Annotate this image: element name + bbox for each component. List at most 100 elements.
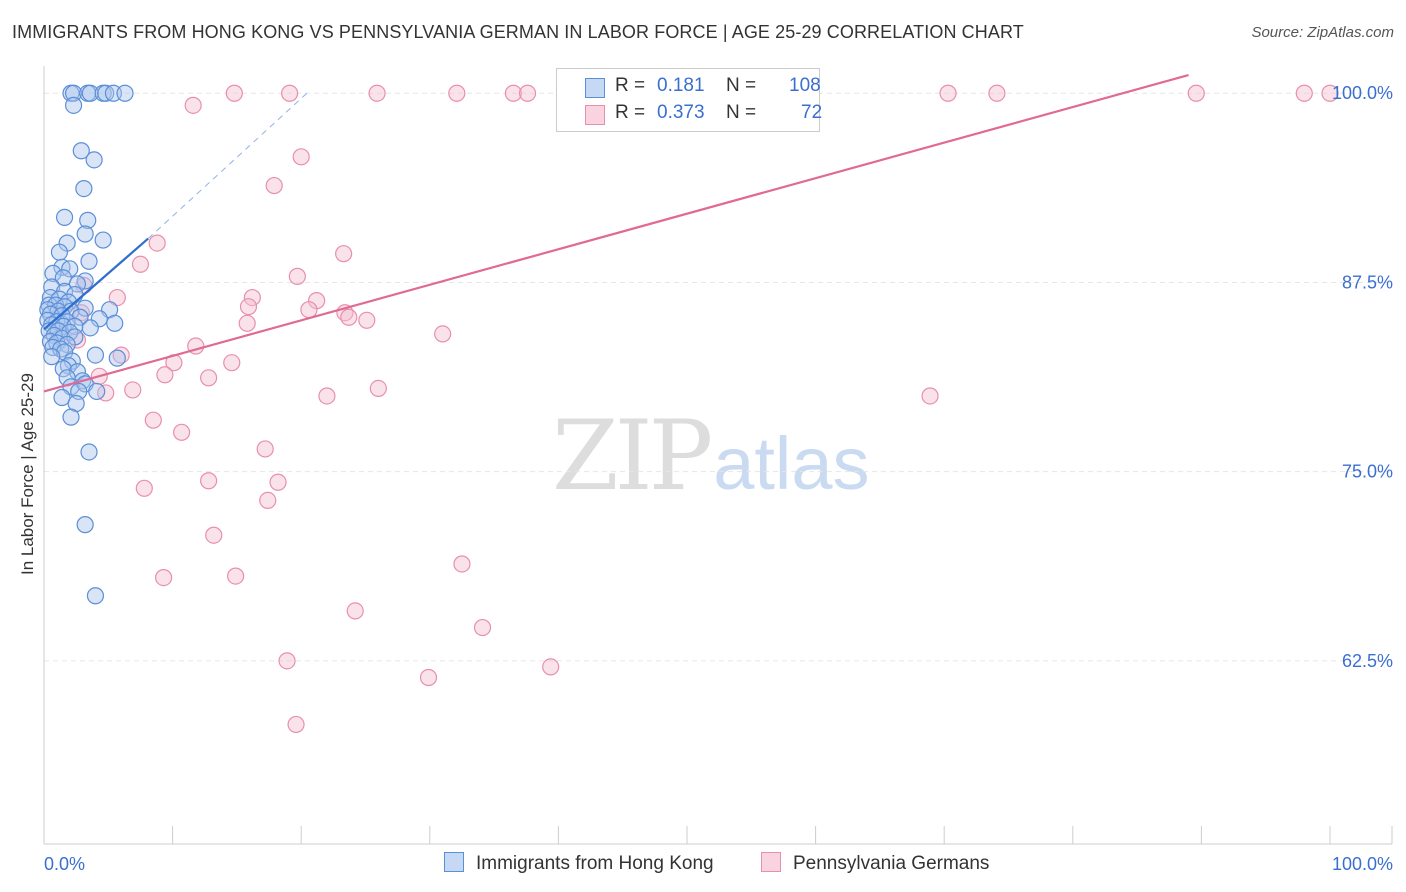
data-point xyxy=(64,84,83,102)
data-point xyxy=(72,142,90,160)
data-point xyxy=(453,555,471,573)
data-point xyxy=(173,423,191,441)
data-point xyxy=(55,208,74,226)
data-point xyxy=(81,319,99,337)
data-point xyxy=(239,298,258,316)
data-point xyxy=(281,84,299,102)
x-tick-label: 100.0% xyxy=(1332,854,1393,874)
data-point xyxy=(200,472,218,490)
legend-label: Immigrants from Hong Kong xyxy=(476,853,714,874)
stats-legend: R = 0.181 N = 108 R = 0.373 N = 72 xyxy=(556,68,823,132)
data-point xyxy=(278,652,296,670)
data-point xyxy=(50,243,69,261)
data-point xyxy=(116,84,134,102)
watermark: ZIPatlas xyxy=(552,400,870,512)
trendline xyxy=(43,237,149,331)
data-point xyxy=(369,379,387,398)
source-credit: Source: ZipAtlas.com xyxy=(1251,24,1394,41)
data-point xyxy=(256,440,274,458)
series-immigrants-hong-kong xyxy=(39,84,134,605)
legend-r-value: 0.373 xyxy=(657,102,705,123)
data-point xyxy=(86,346,105,364)
data-point xyxy=(259,491,277,510)
data-point xyxy=(346,602,364,620)
data-point xyxy=(154,569,173,587)
watermark-atlas: atlas xyxy=(713,422,870,505)
data-point xyxy=(318,387,336,405)
data-point xyxy=(335,245,353,263)
data-point xyxy=(62,408,80,426)
tick-labels: 100.0% 87.5% 75.0% 62.5% 0.0% 100.0% xyxy=(44,83,1393,874)
data-point xyxy=(358,311,376,329)
axes xyxy=(43,66,1393,845)
legend-n-label: N = xyxy=(726,75,757,96)
legend-r-label: R = xyxy=(615,102,646,123)
legend-n-value: 108 xyxy=(789,75,821,96)
data-point xyxy=(448,84,466,102)
data-point xyxy=(88,382,106,401)
data-point xyxy=(64,96,83,114)
data-point xyxy=(1295,84,1313,102)
data-point xyxy=(200,369,218,387)
data-point xyxy=(473,618,492,637)
data-point xyxy=(265,176,283,195)
data-point xyxy=(148,234,166,252)
data-point xyxy=(43,348,61,366)
data-point xyxy=(238,314,256,332)
data-point xyxy=(108,288,126,307)
data-point xyxy=(368,84,386,102)
data-point xyxy=(106,314,124,332)
data-point xyxy=(225,84,243,102)
data-point xyxy=(205,526,223,544)
legend-swatch-blue xyxy=(444,852,464,872)
data-point xyxy=(54,269,72,287)
legend-swatch-pink xyxy=(761,852,781,872)
data-point xyxy=(54,360,72,378)
data-point xyxy=(135,479,153,497)
data-point xyxy=(921,387,939,405)
data-point xyxy=(144,411,162,429)
y-tick-label: 100.0% xyxy=(1332,83,1393,103)
data-point xyxy=(340,308,358,326)
legend-item-pa-german: Pennsylvania Germans xyxy=(761,852,989,875)
data-point xyxy=(939,84,957,102)
legend-swatch-pink xyxy=(585,105,605,125)
data-point xyxy=(434,325,452,343)
data-point xyxy=(227,567,245,585)
legend-r-value: 0.181 xyxy=(657,75,705,96)
data-point xyxy=(300,301,318,319)
data-point xyxy=(80,252,98,270)
data-point xyxy=(223,354,241,372)
watermark-zip: ZIP xyxy=(552,400,713,512)
data-point xyxy=(1321,84,1339,102)
data-point xyxy=(85,151,103,169)
data-point xyxy=(542,658,560,676)
legend-n-value: 72 xyxy=(801,102,823,123)
data-point xyxy=(288,267,306,285)
data-point xyxy=(80,443,98,461)
data-point xyxy=(243,288,261,307)
data-point xyxy=(504,84,522,102)
legend-n-label: N = xyxy=(726,102,757,123)
data-point xyxy=(131,255,150,273)
data-point xyxy=(86,587,105,605)
legend-label: Pennsylvania Germans xyxy=(793,853,990,874)
data-point xyxy=(44,264,62,282)
data-point xyxy=(76,299,94,317)
data-point xyxy=(108,349,126,367)
y-tick-label: 62.5% xyxy=(1342,651,1393,671)
series-pennsylvania-germans xyxy=(68,84,1339,734)
data-point xyxy=(75,180,93,198)
trendline xyxy=(43,74,1189,393)
data-point xyxy=(156,366,174,384)
data-point xyxy=(94,231,112,249)
x-tick-label: 0.0% xyxy=(44,854,85,874)
data-point xyxy=(518,84,537,102)
trendline xyxy=(147,89,311,239)
data-point xyxy=(76,516,94,534)
data-point xyxy=(269,473,287,491)
data-point xyxy=(90,310,108,328)
y-tick-label: 87.5% xyxy=(1342,272,1393,292)
data-point xyxy=(287,715,305,734)
